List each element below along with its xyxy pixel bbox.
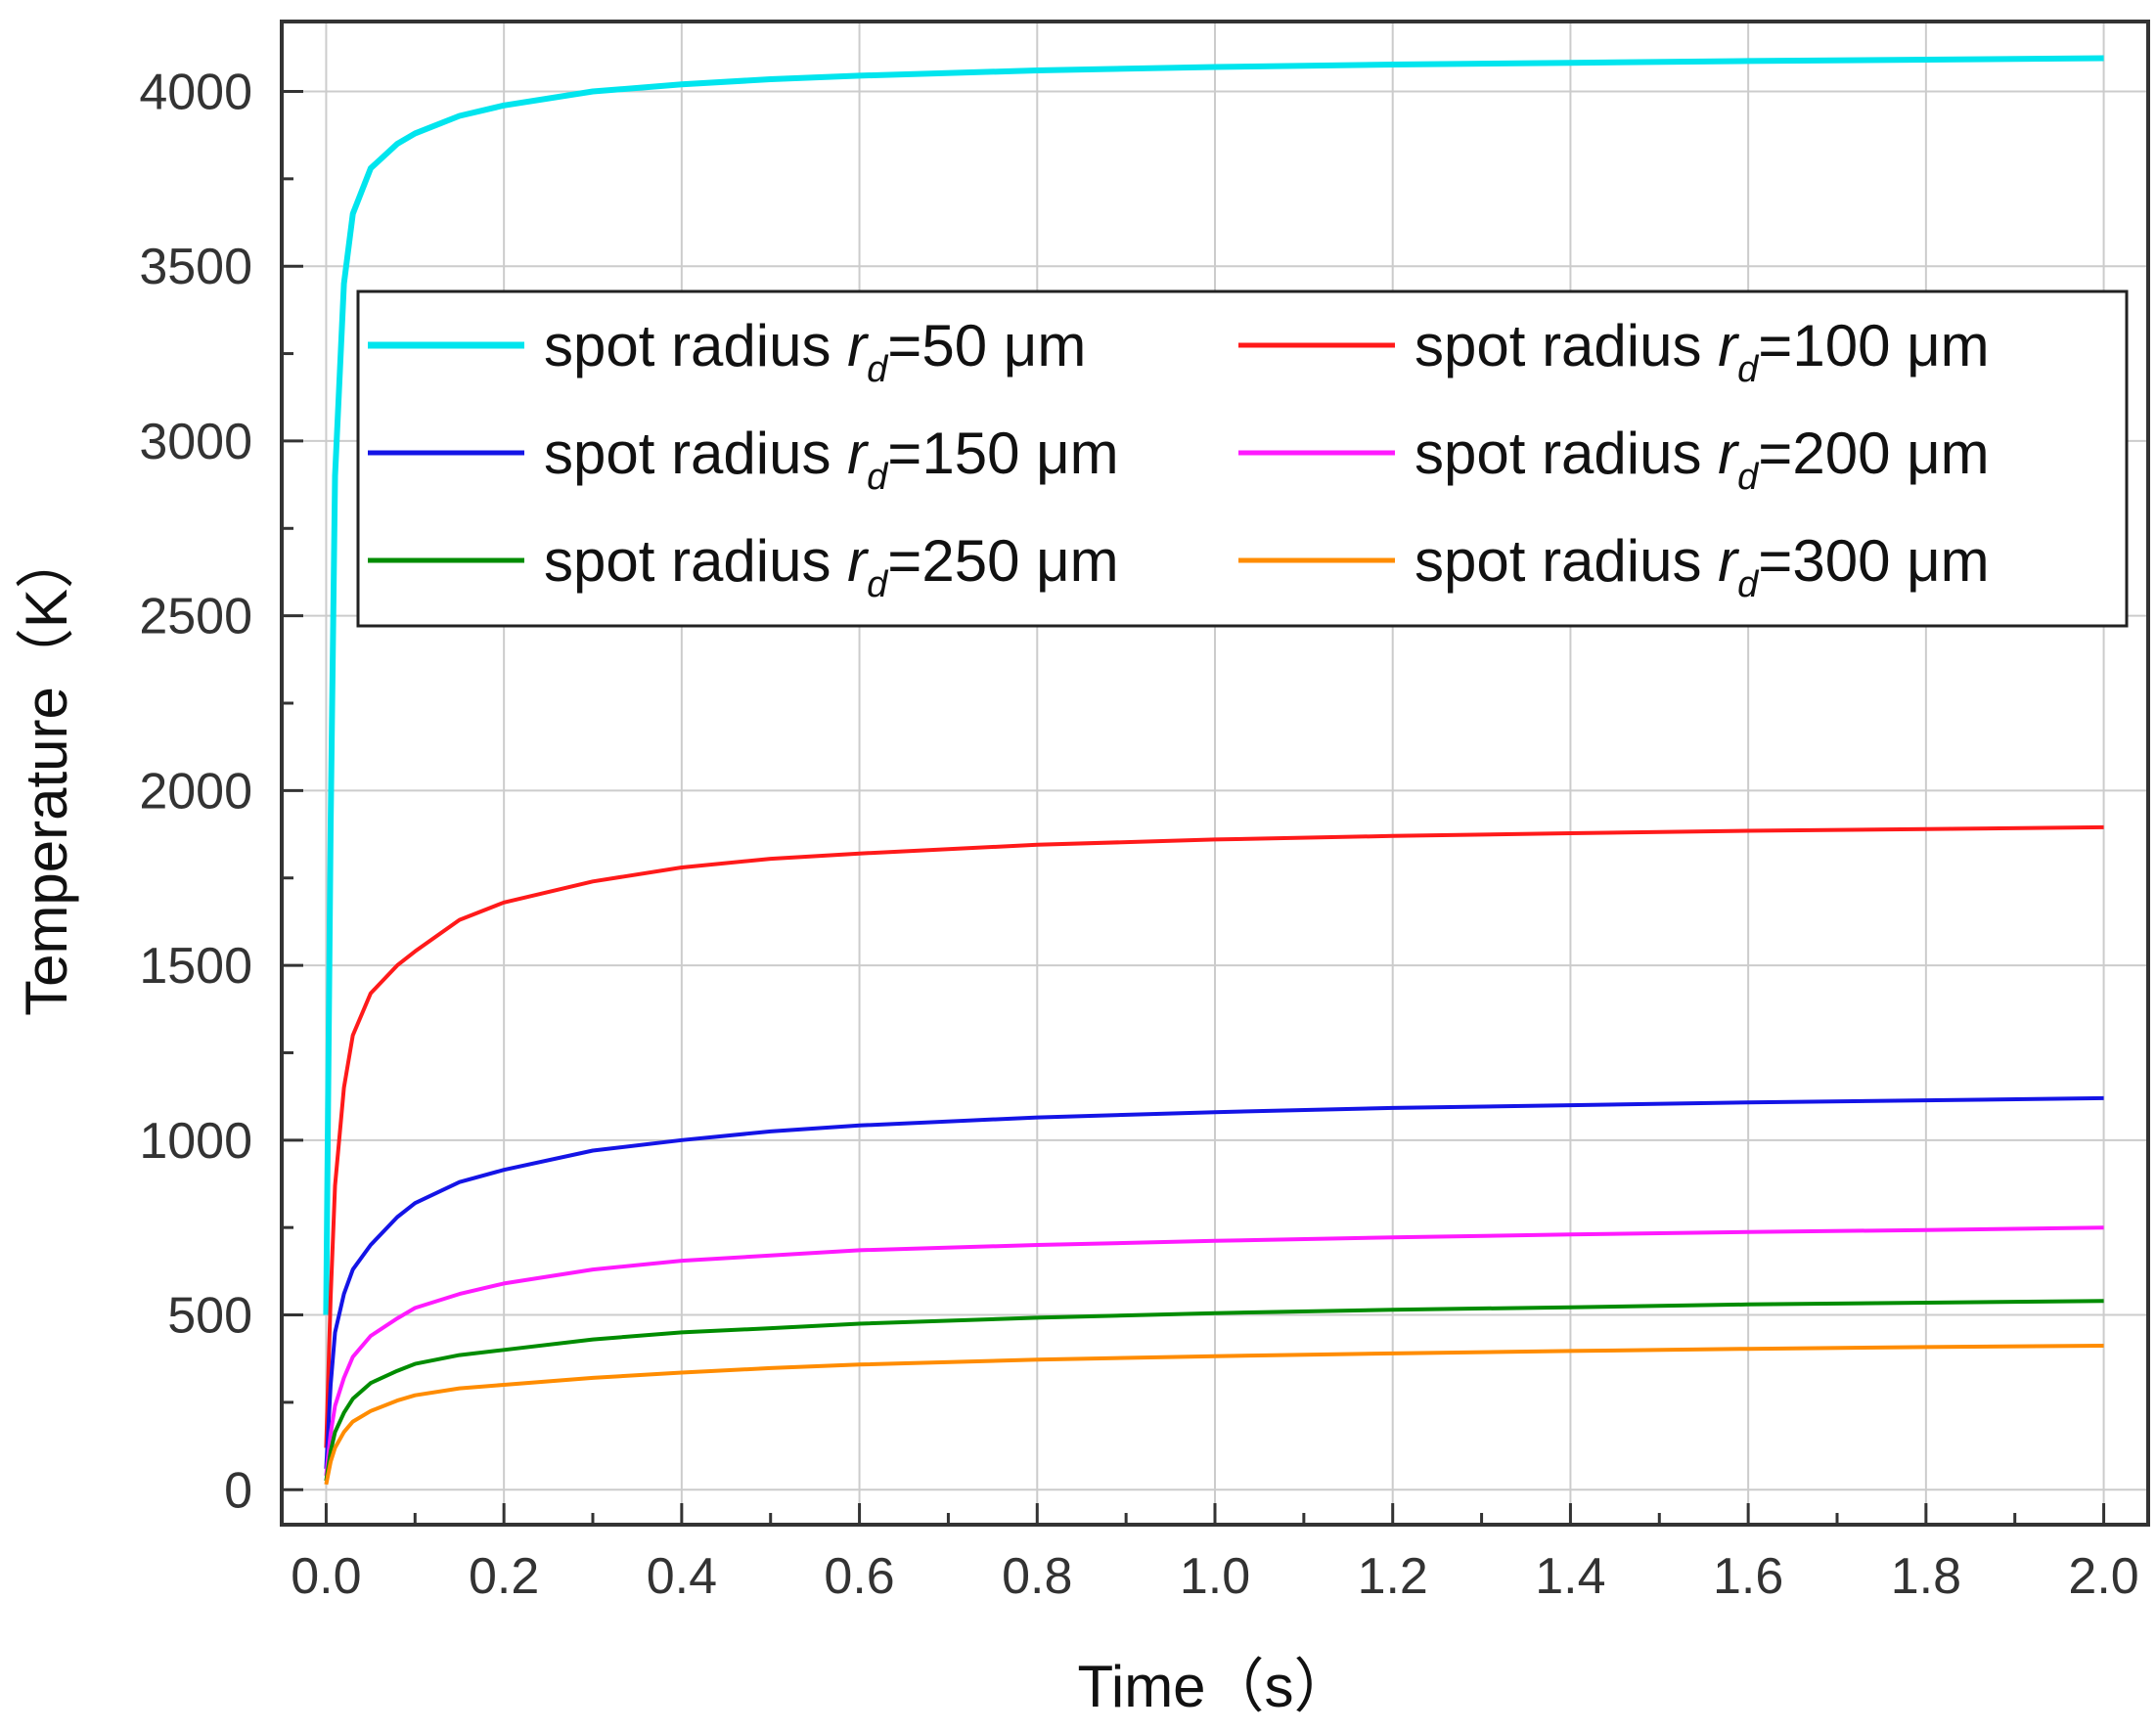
- x-tick-label: 0.0: [291, 1548, 361, 1605]
- x-tick-label: 0.6: [824, 1548, 894, 1605]
- x-tick-label: 1.4: [1535, 1548, 1605, 1605]
- legend-label-variable: r: [1718, 313, 1739, 378]
- series-lines: [323, 55, 2104, 1486]
- y-tick-label: 500: [167, 1288, 252, 1345]
- x-tick-label: 1.6: [1713, 1548, 1783, 1605]
- x-axis-title: Time（s）: [1077, 1654, 1352, 1719]
- legend-label-variable: r: [1718, 421, 1739, 486]
- legend-label-value: =300 μm: [1758, 528, 1989, 594]
- legend-label-prefix: spot radius: [544, 421, 847, 486]
- legend-label-1: spot radius rd=50 μm: [544, 313, 1086, 390]
- axis-ticks: [282, 89, 2106, 1525]
- series-line-3: [324, 1095, 2104, 1469]
- series-line-5: [324, 1299, 2104, 1482]
- legend-label-subscript: d: [867, 564, 889, 605]
- y-tick-label: 1500: [139, 938, 252, 995]
- x-tick-label: 1.8: [1891, 1548, 1961, 1605]
- legend-label-prefix: spot radius: [1415, 528, 1718, 594]
- legend-label-5: spot radius rd=250 μm: [544, 528, 1119, 605]
- y-tick-label: 4000: [139, 64, 252, 120]
- y-tick-label: 0: [224, 1462, 252, 1519]
- y-tick-label: 3500: [139, 239, 252, 295]
- legend-label-2: spot radius rd=100 μm: [1415, 313, 1990, 390]
- legend-label-subscript: d: [1737, 349, 1760, 390]
- legend-label-value: =100 μm: [1758, 313, 1989, 378]
- legend-label-value: =200 μm: [1758, 421, 1989, 486]
- y-tick-label: 1000: [139, 1113, 252, 1170]
- y-tick-label: 2000: [139, 763, 252, 820]
- legend-label-value: =150 μm: [887, 421, 1118, 486]
- x-tick-label: 2.0: [2068, 1548, 2138, 1605]
- legend-label-6: spot radius rd=300 μm: [1415, 528, 1990, 605]
- legend-label-variable: r: [847, 421, 869, 486]
- legend: spot radius rd=50 μm spot radius rd=100 μ…: [356, 289, 2129, 628]
- legend-label-variable: r: [847, 528, 869, 594]
- legend-label-prefix: spot radius: [1415, 313, 1718, 378]
- y-tick-label: 2500: [139, 589, 252, 645]
- legend-label-value: =50 μm: [887, 313, 1086, 378]
- legend-label-subscript: d: [867, 457, 889, 498]
- series-line-2: [324, 824, 2104, 1448]
- x-tick-label: 1.2: [1358, 1548, 1428, 1605]
- legend-label-subscript: d: [1737, 564, 1760, 605]
- x-tick-label: 0.4: [647, 1548, 717, 1605]
- legend-label-4: spot radius rd=200 μm: [1415, 421, 1990, 498]
- legend-label-variable: r: [847, 313, 869, 378]
- series-line-1: [323, 55, 2104, 1315]
- series-line-4: [324, 1225, 2104, 1477]
- legend-label-prefix: spot radius: [1415, 421, 1718, 486]
- legend-label-value: =250 μm: [887, 528, 1118, 594]
- series-line-6: [324, 1344, 2104, 1486]
- y-axis-title: Temperature（K）: [14, 530, 79, 1016]
- y-tick-label: 3000: [139, 414, 252, 470]
- x-tick-label: 0.2: [469, 1548, 539, 1605]
- legend-label-subscript: d: [1737, 457, 1760, 498]
- legend-label-prefix: spot radius: [544, 313, 847, 378]
- x-tick-label: 0.8: [1002, 1548, 1072, 1605]
- plot-frame: [280, 20, 2150, 1527]
- legend-label-variable: r: [1718, 528, 1739, 594]
- x-tick-label: 1.0: [1180, 1548, 1250, 1605]
- legend-label-3: spot radius rd=150 μm: [544, 421, 1119, 498]
- tick-labels: 0.0 0.2 0.4 0.6 0.8 1.0 1.2 1.4 1.6 1.8 2.0 0 500 100…: [139, 64, 2138, 1605]
- legend-label-subscript: d: [867, 349, 889, 390]
- legend-label-prefix: spot radius: [544, 528, 847, 594]
